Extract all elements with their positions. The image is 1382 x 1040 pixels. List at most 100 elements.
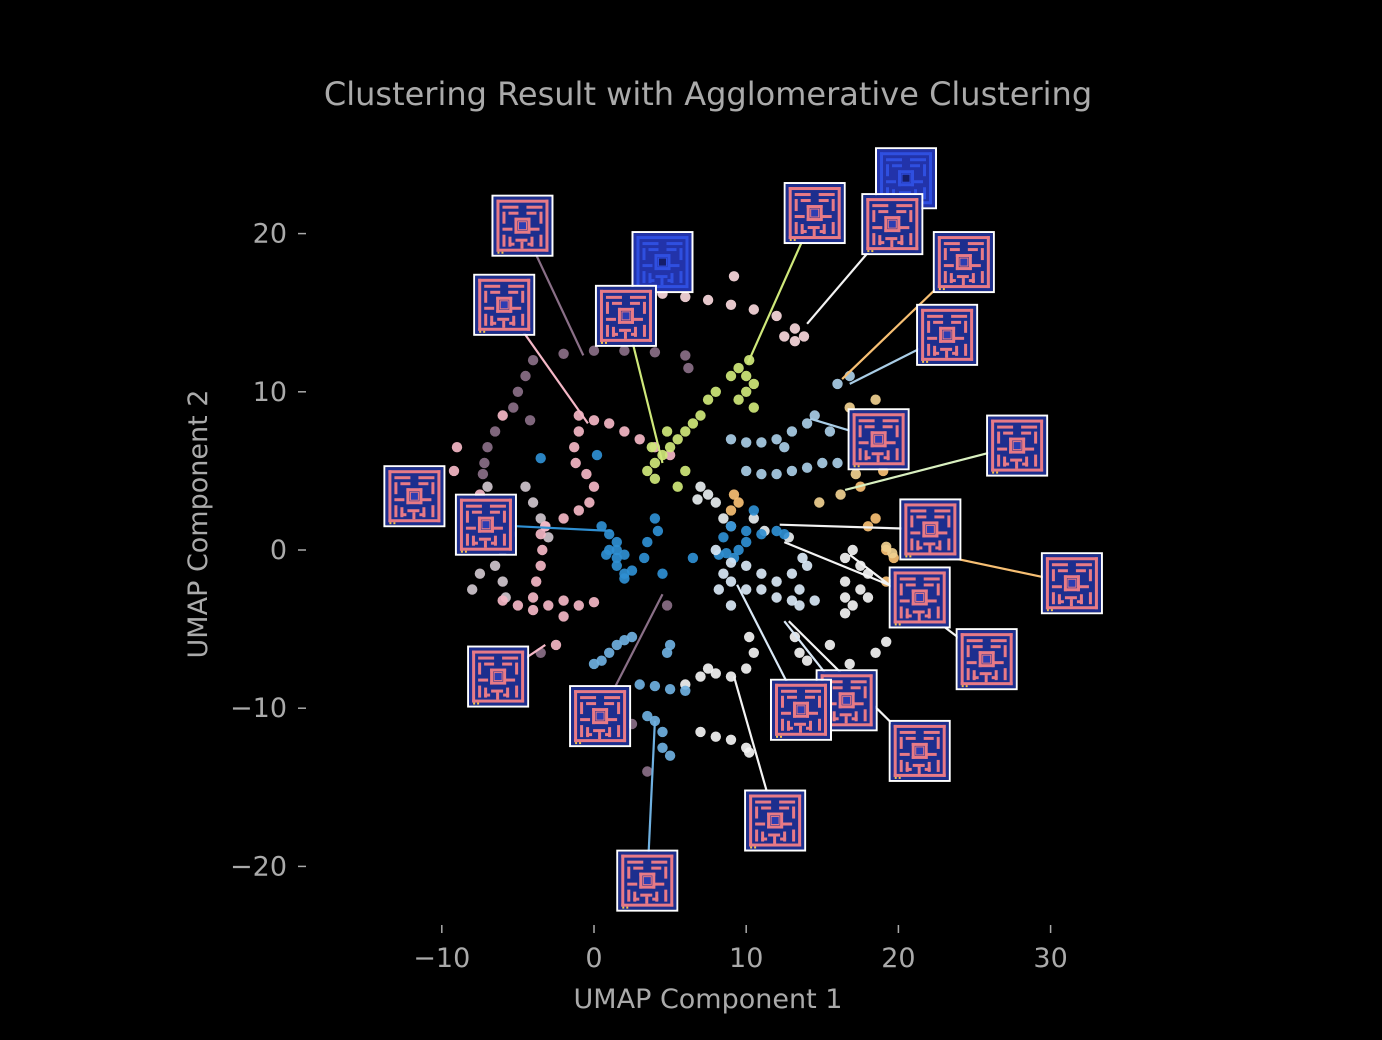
data-point (748, 647, 759, 658)
data-point (728, 271, 740, 282)
data-point (779, 331, 790, 342)
data-point (588, 597, 600, 608)
data-point (801, 655, 813, 666)
data-point (626, 565, 638, 576)
data-point (710, 386, 721, 397)
data-point (642, 536, 653, 548)
data-point (535, 529, 546, 540)
data-point (771, 592, 782, 603)
data-point (710, 497, 721, 508)
data-point (817, 457, 828, 469)
maze-thumbnail (783, 182, 846, 245)
data-point (801, 560, 813, 571)
data-point (642, 465, 653, 477)
data-point (733, 394, 744, 405)
data-point (558, 513, 569, 524)
data-point (725, 434, 737, 445)
data-point (611, 544, 622, 556)
data-point (573, 426, 584, 437)
data-point (771, 468, 782, 480)
data-point (741, 370, 752, 382)
data-point (646, 442, 657, 453)
data-point (870, 513, 881, 524)
data-point (611, 536, 622, 548)
data-point (786, 595, 798, 606)
maze-thumbnail (383, 465, 446, 528)
maze-thumbnail (473, 273, 536, 336)
data-point (520, 370, 531, 382)
maze-thumbnail (631, 231, 694, 294)
data-point (809, 410, 820, 421)
data-point (634, 679, 645, 690)
data-point (771, 310, 782, 322)
data-point (448, 465, 460, 477)
data-point (683, 362, 694, 374)
data-point (725, 734, 737, 745)
data-point (527, 592, 539, 603)
y-tick-label: −20 (230, 851, 287, 882)
data-point (741, 663, 752, 674)
data-point (451, 442, 463, 453)
data-point (870, 394, 881, 405)
data-point (809, 595, 820, 606)
data-point (477, 468, 489, 480)
data-point (725, 600, 737, 611)
data-point (801, 462, 813, 473)
y-tick-label: −10 (230, 693, 287, 724)
data-point (702, 394, 714, 405)
data-point (680, 685, 691, 696)
data-point (550, 639, 562, 651)
data-point (741, 560, 752, 571)
maze-thumbnail (467, 645, 530, 708)
data-point (569, 442, 580, 453)
data-point (611, 639, 622, 651)
data-point (870, 647, 881, 658)
data-point (789, 336, 801, 347)
data-point (649, 457, 661, 469)
data-point (573, 600, 584, 611)
data-point (741, 536, 752, 548)
data-point (535, 560, 546, 571)
data-point (558, 348, 569, 359)
data-point (855, 584, 866, 595)
data-point (672, 434, 683, 445)
data-point (584, 497, 595, 508)
data-point (497, 576, 508, 587)
data-point (664, 442, 676, 453)
data-point (489, 560, 501, 571)
maze-thumbnail (769, 678, 832, 741)
data-point (839, 608, 851, 619)
data-point (725, 557, 737, 568)
data-point (634, 434, 645, 445)
data-point (680, 426, 691, 437)
maze-thumbnail (594, 284, 657, 347)
data-point (748, 402, 759, 413)
data-point (824, 426, 836, 437)
data-point (748, 513, 759, 524)
data-point (839, 576, 851, 587)
data-point (489, 426, 501, 437)
data-point (657, 742, 668, 753)
data-point (789, 323, 801, 334)
data-point (733, 497, 744, 508)
data-point (862, 592, 874, 603)
data-point (591, 449, 603, 461)
data-point (588, 415, 600, 426)
data-point (497, 595, 508, 606)
data-point (771, 434, 782, 445)
maze-thumbnail (454, 493, 517, 556)
data-point (832, 378, 843, 390)
data-point (619, 549, 630, 560)
data-point (702, 663, 714, 674)
data-point (855, 560, 866, 571)
data-point (687, 418, 699, 429)
x-tick-label: 20 (881, 943, 915, 974)
data-point (718, 532, 729, 543)
maze-thumbnail (491, 194, 554, 257)
data-point (570, 457, 581, 469)
y-axis-label: UMAP Component 2 (183, 390, 214, 659)
data-point (535, 513, 546, 524)
data-point (661, 647, 673, 658)
data-point (474, 568, 486, 579)
data-point (642, 766, 653, 777)
